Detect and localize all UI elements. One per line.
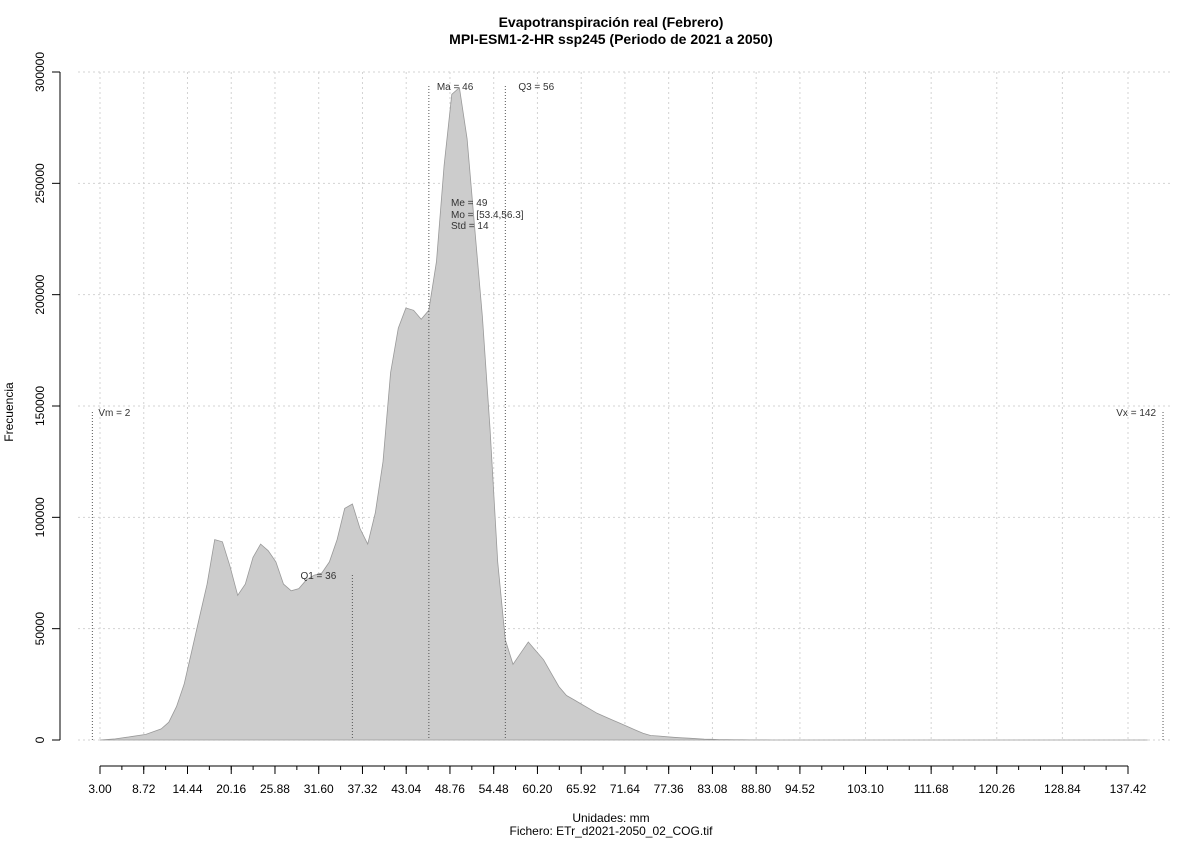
- stat-mode: Mo = [53.4,56.3]: [451, 210, 524, 221]
- stat-median: Me = 49: [451, 198, 488, 209]
- frequency-area: [99, 86, 1148, 741]
- chart-subtitle: MPI-ESM1-2-HR ssp245 (Periodo de 2021 a …: [449, 31, 773, 47]
- x-tick-label: 77.36: [654, 782, 684, 796]
- x-tick-label: 128.84: [1044, 782, 1081, 796]
- x-tick-label: 120.26: [978, 782, 1015, 796]
- x-tick-label: 103.10: [847, 782, 884, 796]
- frequency-area-fill: [99, 86, 1148, 741]
- y-axis: 0 50000 100000 150000 200000 250000 300000: [33, 52, 61, 743]
- x-tick-label: 3.00: [88, 782, 112, 796]
- chart-title: Evapotranspiración real (Febrero): [499, 14, 724, 30]
- x-tick-label: 37.32: [347, 782, 377, 796]
- x-axis-title: Unidades: mm: [572, 811, 649, 825]
- annotation-label: Vx = 142: [1116, 408, 1156, 419]
- y-tick-label: 300000: [33, 52, 47, 92]
- x-tick-label: 43.04: [391, 782, 421, 796]
- annotation-lines: Vm = 2 Q1 = 36 Ma = 46 Q3 = 56 Vx = 142: [91, 82, 1164, 740]
- x-tick-label: 48.76: [435, 782, 465, 796]
- x-tick-label: 14.44: [172, 782, 202, 796]
- x-tick-label: 137.42: [1110, 782, 1147, 796]
- annotation-label: Q1 = 36: [300, 571, 336, 582]
- x-tick-label: 88.80: [741, 782, 771, 796]
- x-tick-label: 60.20: [522, 782, 552, 796]
- y-tick-label: 250000: [33, 163, 47, 203]
- x-tick-label: 20.16: [216, 782, 246, 796]
- x-tick-label: 54.48: [479, 782, 509, 796]
- x-tick-label: 8.72: [132, 782, 156, 796]
- x-tick-label: 65.92: [566, 782, 596, 796]
- x-tick-label: 31.60: [304, 782, 334, 796]
- x-axis: 3.00 8.72 14.44 20.16 25.88 31.60 37.32 43.04 48…: [88, 765, 1147, 796]
- x-tick-label: 94.52: [785, 782, 815, 796]
- x-tick-label: 71.64: [610, 782, 640, 796]
- y-tick-label: 0: [33, 736, 47, 743]
- y-tick-label: 50000: [33, 612, 47, 646]
- y-tick-label: 200000: [33, 274, 47, 314]
- source-file-label: Fichero: ETr_d2021-2050_02_COG.tif: [510, 824, 714, 838]
- y-axis-title: Frecuencia: [2, 382, 16, 442]
- y-tick-label: 150000: [33, 386, 47, 426]
- x-tick-label: 83.08: [697, 782, 727, 796]
- annotation-label: Ma = 46: [437, 82, 474, 93]
- stat-std: Std = 14: [451, 221, 489, 232]
- annotation-label: Q3 = 56: [518, 82, 554, 93]
- annotation-label: Vm = 2: [98, 408, 130, 419]
- x-tick-label: 25.88: [260, 782, 290, 796]
- x-tick-label: 111.68: [914, 782, 949, 796]
- y-tick-label: 100000: [33, 497, 47, 537]
